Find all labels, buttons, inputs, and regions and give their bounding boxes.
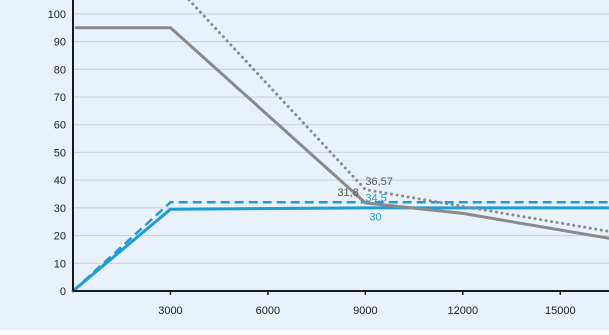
y-tick-label-90: 90 — [54, 37, 66, 49]
y-tick-label-70: 70 — [54, 92, 66, 104]
x-tick-label-15000: 15000 — [545, 305, 576, 317]
series-line-2 — [187, 0, 609, 233]
gridlines — [73, 13, 609, 264]
x-tick-labels: 3000 6000 9000 12000 15000 — [158, 305, 575, 317]
x-tick-label-9000: 9000 — [353, 305, 377, 317]
y-tick-label-50: 50 — [54, 147, 66, 159]
data-label-1: 36,57 — [365, 176, 393, 188]
series-lines — [71, 0, 609, 293]
y-tick-label-60: 60 — [54, 120, 66, 132]
data-label-2: 31,8 — [337, 187, 358, 199]
data-label-3: 34,5 — [365, 192, 386, 204]
y-tick-label-20: 20 — [54, 231, 66, 243]
y-tick-label-30: 30 — [54, 203, 66, 215]
x-tick-label-12000: 12000 — [448, 305, 479, 317]
y-tick-label-40: 40 — [54, 175, 66, 187]
x-tick-label-3000: 3000 — [158, 305, 182, 317]
x-tick-label-6000: 6000 — [256, 305, 280, 317]
series-line-1 — [74, 26, 609, 240]
axes — [72, 0, 609, 295]
series-line-3 — [71, 206, 609, 293]
data-labels: 36,57 31,8 34,5 30 — [337, 176, 392, 224]
y-tick-label-100: 100 — [48, 9, 66, 21]
y-tick-label-0: 0 — [60, 286, 66, 298]
y-tick-label-10: 10 — [54, 258, 66, 270]
y-tick-labels: 0 10 20 30 40 50 60 70 80 90 100 — [48, 9, 66, 298]
series-line-4 — [72, 201, 609, 292]
y-tick-label-80: 80 — [54, 64, 66, 76]
data-label-4: 30 — [369, 212, 381, 224]
